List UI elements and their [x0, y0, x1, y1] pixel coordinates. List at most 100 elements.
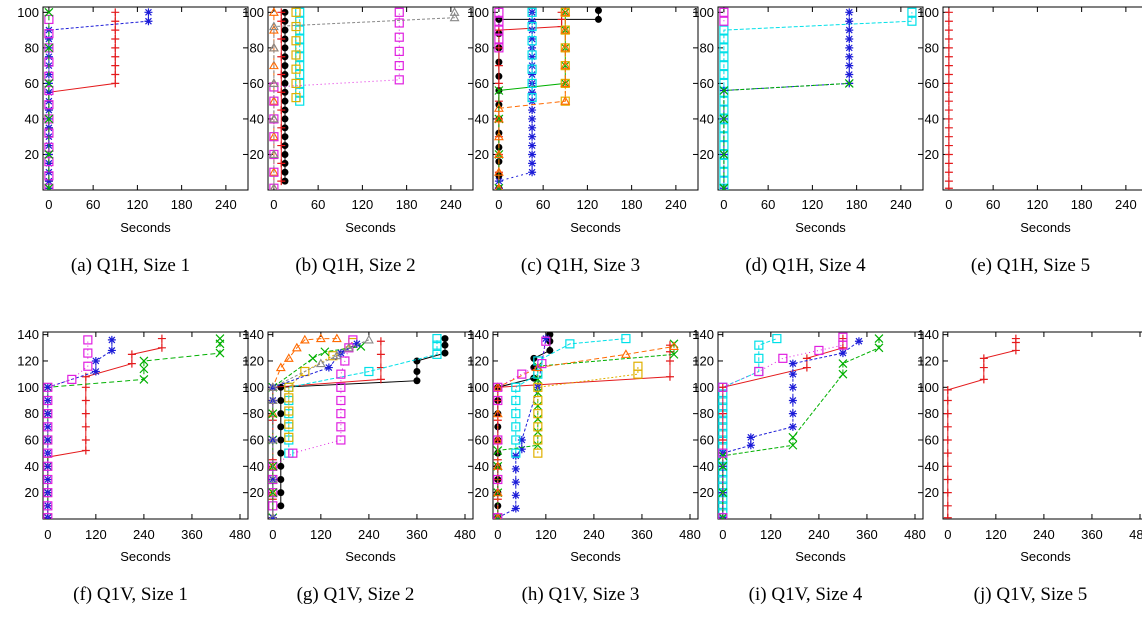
data-point-red: [277, 88, 286, 97]
data-point-green: [139, 374, 149, 384]
data-point-blue: [511, 478, 520, 487]
data-point-magenta: [43, 501, 53, 511]
plot-frame: [267, 331, 474, 520]
y-tick-label: 40: [250, 111, 264, 126]
subplot-caption: (a) Q1H, Size 1: [71, 255, 190, 276]
subplot-caption: (f) Q1V, Size 1: [73, 584, 188, 605]
data-point-blue: [845, 52, 854, 61]
data-point-red: [943, 501, 952, 510]
x-tick-label: 120: [577, 197, 599, 212]
data-point-blue: [107, 335, 116, 344]
y-tick-label: 80: [250, 406, 264, 421]
data-point-red: [944, 70, 953, 79]
data-point-red: [944, 97, 953, 106]
x-axis-title: Seconds: [795, 220, 846, 235]
data-point-red: [376, 375, 385, 384]
x-tick-label: 480: [229, 527, 251, 542]
x-tick-label: 60: [86, 197, 100, 212]
x-tick-label: 0: [269, 527, 276, 542]
data-point-cyan: [527, 21, 537, 32]
data-point-cyan: [432, 340, 442, 350]
data-point-blue: [144, 8, 153, 17]
data-point-blue: [788, 359, 797, 368]
data-point-cyan: [719, 34, 729, 44]
y-tick-label: 80: [475, 406, 489, 421]
x-tick-label: 240: [808, 527, 830, 542]
subplot-caption: (b) Q1H, Size 2: [295, 255, 415, 276]
data-point-cyan: [511, 435, 521, 445]
data-point-green: [44, 7, 54, 17]
data-point-red: [943, 385, 952, 394]
data-point-blue: [511, 504, 520, 513]
data-point-blue: [528, 88, 537, 97]
data-point-magenta: [44, 29, 54, 39]
data-point-red: [376, 350, 385, 359]
data-point-red: [943, 422, 952, 431]
data-point-blue: [788, 370, 797, 379]
y-tick-label: 60: [475, 76, 489, 91]
data-point-green: [215, 334, 225, 344]
data-point-orange: [268, 7, 279, 16]
x-tick-label: 120: [802, 197, 824, 212]
data-point-red: [81, 446, 90, 455]
data-point-green: [719, 150, 729, 159]
data-point-black: [281, 150, 289, 158]
subplot-9: 20 40 60 80 100 120 140 0 120 240 360 480 Seconds (i)…: [692, 327, 926, 605]
data-point-cyan: [719, 61, 729, 71]
data-point-orange: [494, 183, 503, 190]
data-point-red: [277, 17, 286, 26]
data-point-black: [441, 349, 449, 357]
data-point-cyan: [754, 353, 764, 363]
x-tick-label: 240: [358, 527, 380, 542]
y-tick-label: 40: [475, 111, 489, 126]
y-tick-label: 40: [25, 111, 39, 126]
data-point-orange: [620, 349, 631, 358]
data-point-red: [944, 26, 953, 35]
data-point-magenta: [43, 513, 53, 519]
data-point-blue: [788, 422, 797, 431]
y-tick-label: 60: [25, 432, 39, 447]
data-point-magenta: [493, 395, 503, 406]
data-point-gold: [291, 50, 301, 60]
data-point-blue: [845, 26, 854, 35]
data-point-red: [943, 435, 952, 444]
data-point-blue: [44, 106, 53, 115]
y-tick-label: 40: [700, 459, 714, 474]
data-point-cyan: [511, 395, 521, 406]
data-point-blue: [528, 114, 537, 123]
data-point-gold: [533, 395, 543, 406]
y-tick-label: 80: [25, 40, 39, 55]
data-point-magenta: [718, 448, 728, 458]
y-tick-label: 140: [467, 327, 489, 342]
data-point-orange: [493, 382, 503, 391]
plot-frame: [942, 6, 1142, 191]
data-point-orange: [299, 334, 310, 344]
data-point-red: [944, 159, 953, 168]
data-point-magenta: [44, 85, 54, 96]
data-point-cyan: [907, 7, 917, 17]
data-point-red: [979, 354, 988, 363]
data-point-red: [943, 488, 952, 497]
data-point-green: [788, 432, 798, 442]
data-point-orange: [493, 487, 503, 497]
x-tick-label: 0: [270, 197, 277, 212]
y-tick-label: 80: [925, 406, 939, 421]
data-point-blue: [44, 177, 53, 186]
data-point-red: [111, 8, 120, 17]
y-tick-label: 100: [242, 380, 264, 395]
y-tick-label: 80: [475, 40, 489, 55]
data-point-green: [838, 359, 848, 369]
x-tick-label: 0: [720, 197, 727, 212]
data-point-red: [944, 17, 953, 26]
data-point-magenta: [718, 382, 728, 392]
y-tick-label: 100: [17, 5, 39, 20]
x-tick-label: 120: [310, 527, 332, 542]
subplot-caption: (e) Q1H, Size 5: [971, 255, 1090, 276]
series-group: [718, 332, 884, 519]
x-tick-label: 240: [665, 197, 687, 212]
y-tick-label: 80: [925, 40, 939, 55]
data-point-red: [277, 70, 286, 79]
data-point-black: [281, 115, 289, 123]
data-point-blue: [528, 17, 537, 26]
